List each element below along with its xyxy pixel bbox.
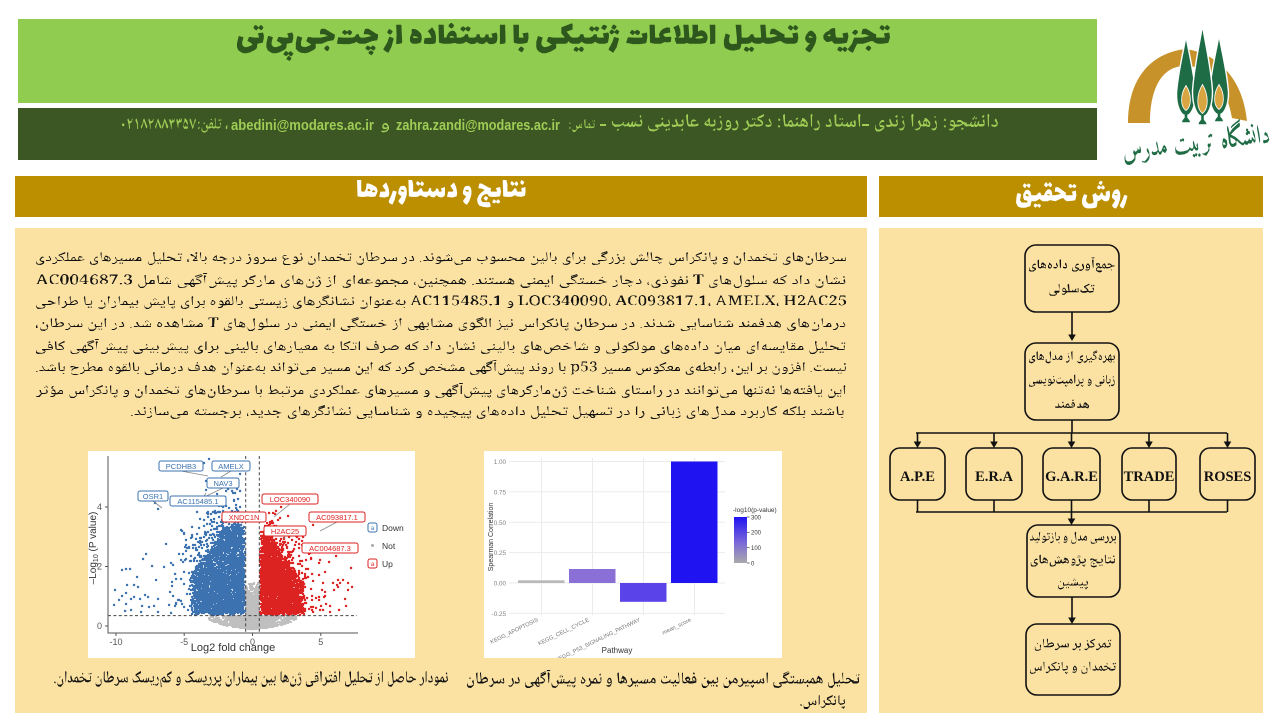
svg-text:a: a [371, 526, 375, 532]
svg-text:0.25: 0.25 [494, 550, 507, 557]
svg-text:PCDHB3: PCDHB3 [166, 462, 196, 471]
svg-text:a: a [371, 562, 375, 568]
svg-text:-5: -5 [180, 637, 188, 647]
svg-text:0.50: 0.50 [494, 520, 507, 527]
svg-text:-0.25: -0.25 [492, 611, 507, 618]
svg-text:5: 5 [318, 637, 323, 647]
svg-text:AC115485.1: AC115485.1 [177, 497, 218, 506]
svg-text:NAV3: NAV3 [213, 479, 232, 488]
svg-text:H2AC25: H2AC25 [271, 527, 299, 536]
svg-text:zahra.zandi@modares.ac.ir: zahra.zandi@modares.ac.ir [396, 118, 560, 134]
svg-text:0: 0 [97, 621, 102, 631]
svg-text:Log2 fold change: Log2 fold change [191, 642, 275, 654]
svg-text:AC004687.3: AC004687.3 [309, 544, 351, 553]
svg-text:Not: Not [382, 541, 396, 551]
svg-text:2: 2 [97, 562, 102, 572]
svg-text:AC093817.1: AC093817.1 [316, 513, 358, 522]
svg-text:0.00: 0.00 [494, 581, 507, 588]
svg-text:TRADE: TRADE [1124, 469, 1175, 485]
svg-text:LOC340090: LOC340090 [270, 495, 310, 504]
svg-text:-log10(p-value): -log10(p-value) [733, 507, 777, 514]
svg-text:XNDC1N: XNDC1N [229, 513, 260, 522]
svg-text:Pathway: Pathway [602, 646, 633, 655]
svg-text:AMELX: AMELX [218, 462, 243, 471]
svg-text:200: 200 [751, 531, 762, 537]
svg-text:Down: Down [382, 523, 404, 533]
svg-text:0.75: 0.75 [494, 489, 507, 496]
svg-text:G.A.R.E: G.A.R.E [1045, 469, 1098, 485]
svg-text:0: 0 [250, 637, 255, 647]
svg-text:100: 100 [751, 546, 762, 552]
svg-text:Up: Up [382, 559, 393, 569]
svg-text:300: 300 [751, 515, 762, 521]
svg-text:E.R.A: E.R.A [975, 469, 1013, 485]
svg-text:abedini@modares.ac.ir: abedini@modares.ac.ir [231, 118, 374, 134]
svg-text:-10: -10 [109, 637, 122, 647]
svg-text:A.P.E: A.P.E [900, 469, 935, 485]
svg-text:ROSES: ROSES [1204, 469, 1252, 485]
svg-text:0: 0 [751, 561, 755, 567]
svg-text:1.00: 1.00 [494, 459, 507, 466]
svg-text:Spearman Correlation: Spearman Correlation [488, 503, 495, 572]
svg-text:4: 4 [97, 502, 102, 512]
svg-text:OSR1: OSR1 [143, 492, 163, 501]
svg-text:–Log10 (P value): –Log10 (P value) [88, 512, 100, 585]
